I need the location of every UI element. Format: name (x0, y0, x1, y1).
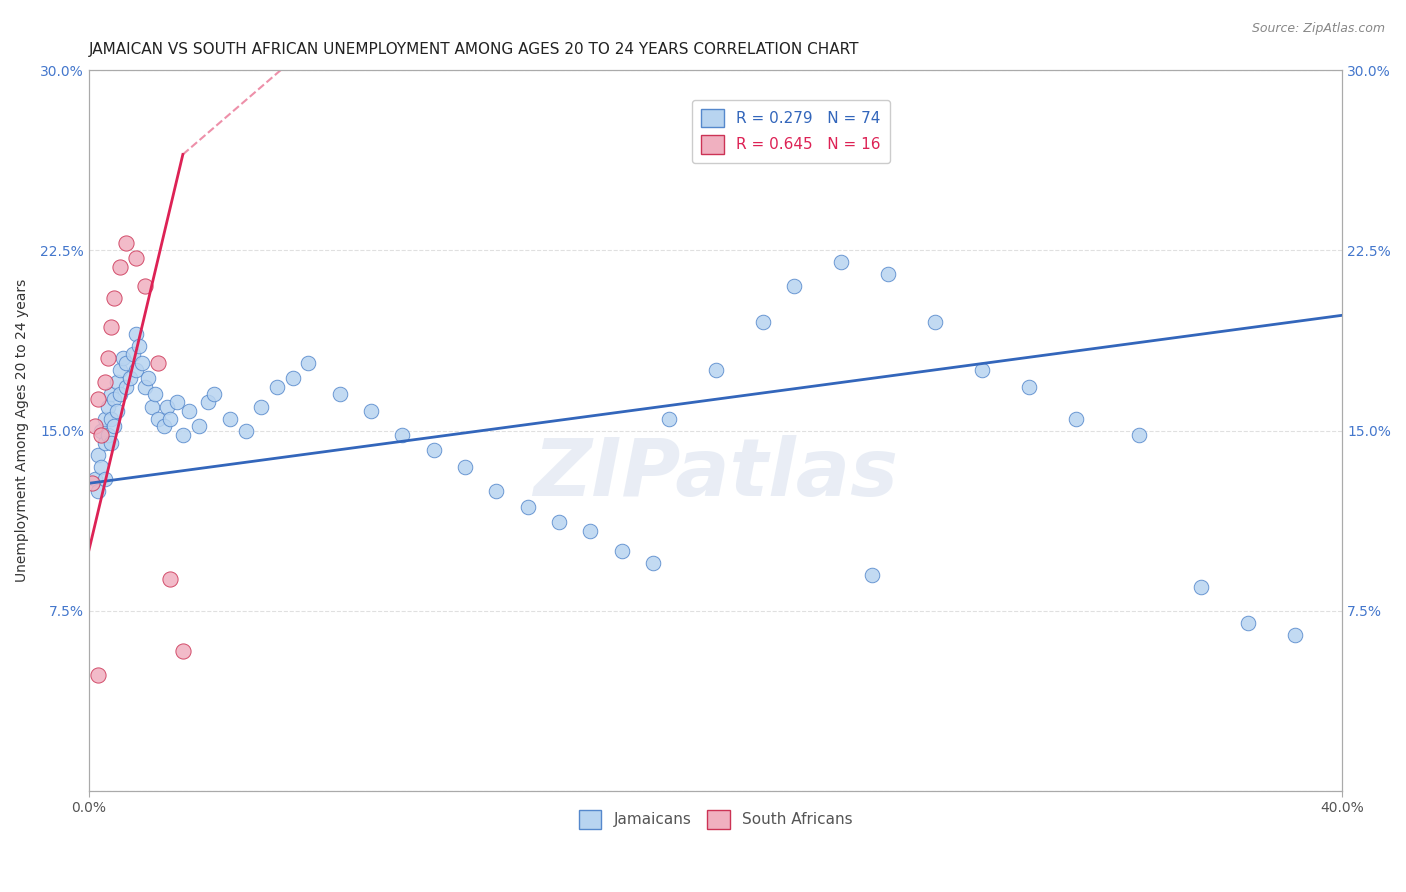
Point (877, 268, 900, 282)
Point (197, 394, 219, 409)
Point (610, 543, 633, 558)
Point (391, 428, 413, 442)
Point (422, 442, 444, 457)
Point (100, 435, 122, 450)
Point (235, 424, 257, 438)
Point (87, 392, 110, 407)
Point (1018, 380, 1040, 394)
Point (90, 424, 112, 438)
Point (115, 380, 138, 394)
Point (125, 327, 148, 342)
Legend: Jamaicans, South Africans: Jamaicans, South Africans (572, 804, 859, 835)
Text: Source: ZipAtlas.com: Source: ZipAtlas.com (1251, 22, 1385, 36)
Point (830, 255, 852, 269)
Point (103, 392, 125, 407)
Point (783, 279, 806, 293)
Point (134, 380, 156, 394)
Point (281, 370, 304, 384)
Point (704, 363, 727, 377)
Point (159, 572, 181, 586)
Point (172, 428, 194, 442)
Point (579, 524, 602, 539)
Point (97, 351, 120, 366)
Text: ZIPatlas: ZIPatlas (533, 434, 898, 513)
Point (87, 448, 110, 462)
Point (202, 387, 225, 401)
Point (156, 400, 179, 414)
Point (218, 411, 240, 425)
Point (103, 418, 125, 433)
Point (93, 471, 115, 485)
Point (112, 351, 135, 366)
Point (90, 428, 112, 442)
Point (100, 320, 122, 334)
Point (138, 370, 160, 384)
Point (103, 292, 125, 306)
Point (1064, 411, 1087, 425)
Point (108, 363, 131, 377)
Point (1128, 428, 1150, 442)
Point (266, 380, 288, 394)
Point (93, 376, 115, 390)
Point (125, 251, 148, 265)
Point (166, 394, 188, 409)
Point (1284, 627, 1306, 641)
Point (970, 363, 993, 377)
Point (93, 411, 115, 425)
Point (179, 404, 201, 418)
Point (657, 411, 679, 425)
Point (547, 515, 569, 529)
Point (105, 404, 128, 418)
Point (125, 363, 148, 377)
Point (84, 471, 107, 485)
Point (105, 376, 128, 390)
Point (128, 339, 150, 353)
Point (118, 370, 141, 384)
Point (172, 644, 194, 658)
Point (84, 418, 107, 433)
Point (134, 279, 156, 293)
Point (250, 400, 273, 414)
Point (159, 411, 181, 425)
Point (297, 356, 319, 370)
Point (108, 260, 131, 275)
Point (146, 411, 169, 425)
Point (143, 387, 166, 401)
Text: JAMAICAN VS SOUTH AFRICAN UNEMPLOYMENT AMONG AGES 20 TO 24 YEARS CORRELATION CHA: JAMAICAN VS SOUTH AFRICAN UNEMPLOYMENT A… (89, 42, 859, 57)
Point (121, 347, 143, 361)
Point (87, 483, 110, 498)
Point (100, 411, 122, 425)
Point (100, 387, 122, 401)
Point (87, 668, 110, 682)
Point (97, 400, 120, 414)
Point (146, 356, 169, 370)
Point (115, 236, 138, 251)
Point (108, 387, 131, 401)
Point (97, 428, 120, 442)
Point (454, 459, 477, 474)
Y-axis label: Unemployment Among Ages 20 to 24 years: Unemployment Among Ages 20 to 24 years (15, 279, 30, 582)
Point (187, 418, 209, 433)
Point (360, 404, 382, 418)
Point (80, 476, 103, 491)
Point (751, 316, 773, 330)
Point (485, 483, 508, 498)
Point (860, 567, 883, 582)
Point (131, 356, 153, 370)
Point (93, 435, 115, 450)
Point (90, 459, 112, 474)
Point (924, 316, 946, 330)
Point (328, 387, 350, 401)
Point (1237, 615, 1260, 630)
Point (516, 500, 538, 515)
Point (1189, 580, 1212, 594)
Point (115, 356, 138, 370)
Point (641, 556, 664, 570)
Point (141, 400, 163, 414)
Point (153, 418, 176, 433)
